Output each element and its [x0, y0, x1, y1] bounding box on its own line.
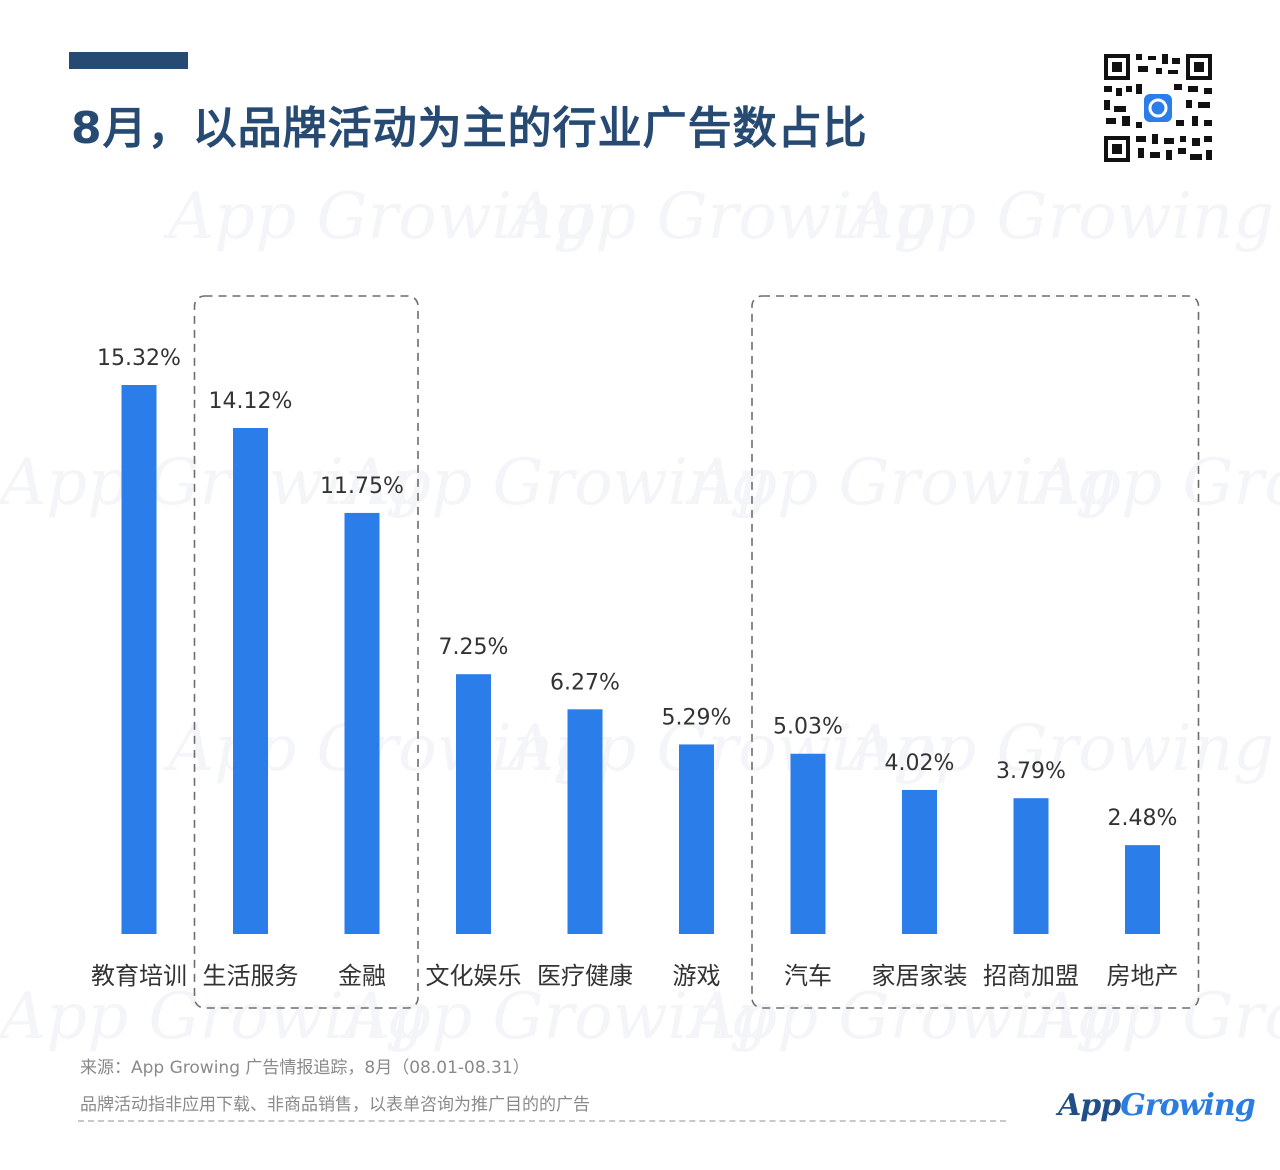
data-label: 4.02%	[885, 751, 955, 776]
footer-divider	[78, 1120, 1006, 1122]
bar	[567, 709, 603, 934]
bar	[902, 789, 937, 934]
qr-code-icon	[1100, 50, 1216, 166]
bar	[121, 385, 157, 934]
bar	[1013, 798, 1049, 934]
highlight-group-box	[193, 295, 419, 1009]
category-label: 汽车	[784, 962, 832, 990]
data-label: 15.32%	[97, 346, 181, 371]
data-label: 11.75%	[320, 474, 404, 499]
data-label: 14.12%	[209, 389, 293, 414]
category-label: 房地产	[1107, 962, 1179, 990]
category-label: 医疗健康	[537, 962, 633, 990]
category-label: 家居家装	[872, 962, 968, 990]
bar	[456, 674, 491, 934]
data-label: 7.25%	[439, 635, 509, 660]
category-label: 生活服务	[203, 962, 299, 990]
data-label: 6.27%	[550, 670, 620, 695]
category-label: 游戏	[673, 962, 721, 990]
bar	[790, 753, 826, 934]
page-title: 8月，以品牌活动为主的行业广告数占比	[71, 103, 868, 154]
data-label: 5.03%	[773, 715, 843, 740]
appgrowing-logo: AppGrowing	[1058, 1088, 1256, 1123]
bar	[1125, 845, 1160, 934]
source-text: 来源：App Growing 广告情报追踪，8月（08.01-08.31）	[80, 1058, 530, 1078]
highlight-group-box	[751, 295, 1200, 1009]
category-label: 文化娱乐	[426, 962, 522, 990]
note-text: 品牌活动指非应用下载、非商品销售，以表单咨询为推广目的的广告	[80, 1095, 590, 1115]
data-label: 2.48%	[1108, 806, 1178, 831]
category-label: 招商加盟	[983, 962, 1079, 990]
bar	[344, 512, 380, 934]
title-accent-bar	[69, 52, 188, 69]
category-label: 教育培训	[91, 962, 187, 990]
data-label: 5.29%	[662, 705, 732, 730]
bar	[233, 428, 268, 934]
category-label: 金融	[338, 962, 386, 990]
bar	[679, 744, 714, 934]
data-label: 3.79%	[996, 759, 1066, 784]
